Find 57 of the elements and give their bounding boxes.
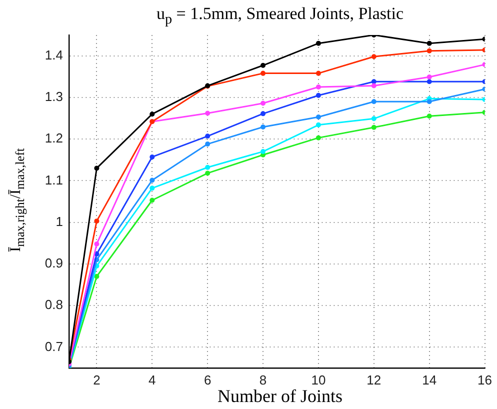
- x-tick-label: 8: [259, 372, 267, 388]
- y-tick-label: 0.9: [44, 256, 63, 271]
- x-axis-title: Number of Joints: [216, 386, 344, 407]
- point: [205, 170, 210, 176]
- x-tick-label: 14: [422, 372, 437, 388]
- x-tick-label: 12: [366, 372, 382, 388]
- y-tick-label: 1.2: [44, 130, 63, 146]
- point: [371, 124, 376, 130]
- point: [316, 122, 321, 128]
- y-tick-label: 1.4: [44, 47, 63, 62]
- point: [316, 135, 321, 140]
- point: [260, 124, 266, 130]
- x-tick-label: 2: [93, 372, 100, 388]
- point: [260, 70, 266, 76]
- point: [316, 114, 321, 120]
- point: [150, 186, 155, 191]
- x-tick-label: 6: [204, 372, 212, 388]
- point: [150, 112, 155, 117]
- point: [316, 92, 321, 98]
- point: [150, 198, 155, 203]
- point: [205, 134, 210, 139]
- point: [150, 178, 155, 183]
- point: [205, 142, 210, 147]
- point: [94, 274, 100, 279]
- y-tick-label: 0.7: [44, 338, 63, 354]
- point: [260, 62, 266, 68]
- point: [260, 100, 266, 106]
- point: [94, 166, 100, 171]
- x-tick-label: 10: [311, 372, 326, 388]
- chart-title: u$_{p}$ = 1.5mm, Smeared Joints, Plastic: [155, 4, 405, 28]
- y-tick-label: 1.1: [44, 172, 63, 188]
- point: [205, 164, 210, 170]
- y-tick-label: 1.3: [44, 89, 63, 104]
- point: [94, 218, 100, 224]
- y-tick-label: 1: [56, 214, 63, 229]
- point: [426, 74, 432, 80]
- point: [94, 241, 100, 246]
- point: [205, 110, 210, 116]
- point: [260, 111, 266, 116]
- point: [426, 79, 432, 84]
- point: [371, 54, 376, 60]
- x-tick-label: 16: [478, 372, 492, 388]
- point: [316, 70, 321, 76]
- x-tick-label: 4: [148, 372, 156, 388]
- point: [371, 83, 376, 88]
- point: [150, 154, 155, 160]
- point: [371, 79, 376, 84]
- y-tick-label: 0.8: [44, 297, 63, 312]
- point: [426, 99, 432, 104]
- point: [260, 149, 266, 154]
- point: [426, 114, 432, 119]
- point: [371, 116, 376, 122]
- point: [316, 40, 321, 46]
- point: [426, 48, 432, 54]
- point: [426, 40, 432, 46]
- point: [371, 99, 376, 104]
- point: [316, 84, 321, 90]
